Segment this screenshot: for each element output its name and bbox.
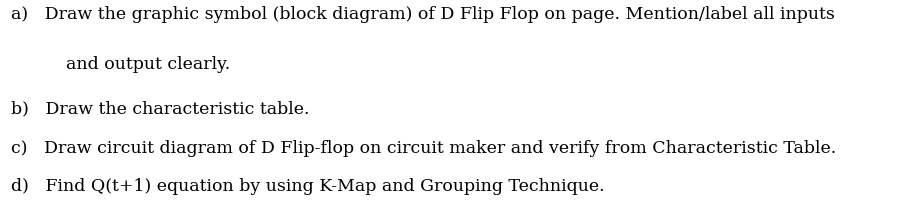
Text: b)   Draw the characteristic table.: b) Draw the characteristic table. bbox=[11, 100, 310, 117]
Text: c)   Draw circuit diagram of D Flip-flop on circuit maker and verify from Charac: c) Draw circuit diagram of D Flip-flop o… bbox=[11, 139, 836, 156]
Text: d)   Find Q(t+1) equation by using K-Map and Grouping Technique.: d) Find Q(t+1) equation by using K-Map a… bbox=[11, 177, 604, 194]
Text: a)   Draw the graphic symbol (block diagram) of D Flip Flop on page. Mention/lab: a) Draw the graphic symbol (block diagra… bbox=[11, 6, 834, 23]
Text: and output clearly.: and output clearly. bbox=[66, 56, 230, 73]
